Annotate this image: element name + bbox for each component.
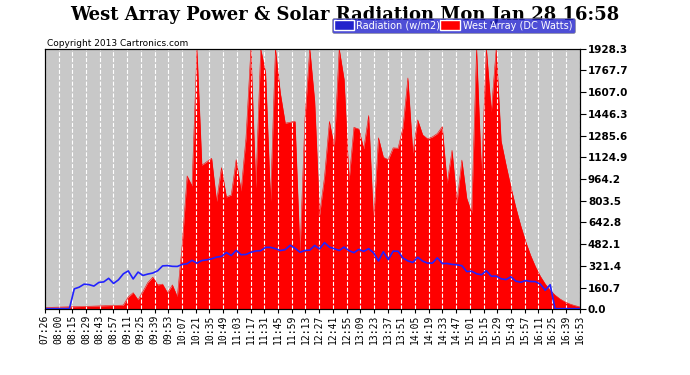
Legend: Radiation (w/m2), West Array (DC Watts): Radiation (w/m2), West Array (DC Watts) bbox=[332, 18, 575, 33]
Text: Copyright 2013 Cartronics.com: Copyright 2013 Cartronics.com bbox=[47, 39, 188, 48]
Text: West Array Power & Solar Radiation Mon Jan 28 16:58: West Array Power & Solar Radiation Mon J… bbox=[70, 6, 620, 24]
